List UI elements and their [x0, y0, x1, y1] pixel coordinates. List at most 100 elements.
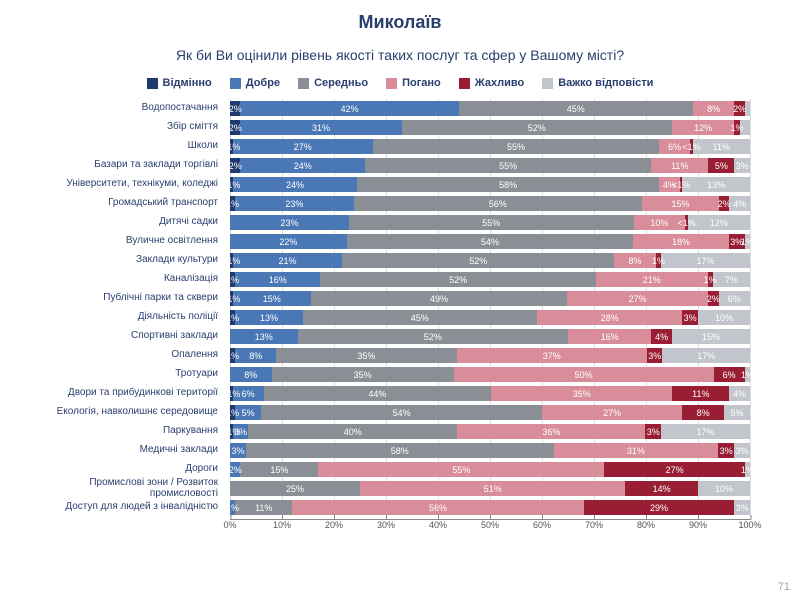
- segment-value: <1%: [222, 256, 240, 266]
- legend-swatch: [542, 78, 553, 89]
- bar-segment: 44%: [264, 386, 492, 401]
- bar-segment: 27%: [567, 291, 708, 306]
- segment-value: 8%: [628, 256, 641, 266]
- bar-segment: 11%: [651, 158, 708, 173]
- bar-segment: 4%: [651, 329, 672, 344]
- bar-segment: 54%: [347, 234, 634, 249]
- segment-value: 17%: [697, 351, 715, 361]
- segment-value: 4%: [733, 199, 746, 209]
- segment-value: 52%: [449, 275, 467, 285]
- segment-value: 10%: [715, 484, 733, 494]
- legend-swatch: [230, 78, 241, 89]
- legend-label: Погано: [402, 77, 441, 89]
- row-label: Двори та прибудинкові території: [20, 388, 224, 399]
- stacked-bar: <1%27%55%6%<1%11%: [230, 139, 750, 154]
- bar-segment: 35%: [491, 386, 672, 401]
- bar-segment: 56%: [354, 196, 642, 211]
- legend: ВідмінноДобреСередньоПоганоЖахливоВажко …: [20, 77, 780, 89]
- stacked-bar: 1%16%52%21%1%7%: [230, 272, 750, 287]
- segment-value: 6%: [728, 294, 741, 304]
- segment-value: 4%: [655, 332, 668, 342]
- bar-segment: 28%: [537, 310, 683, 325]
- segment-value: 3%: [720, 446, 733, 456]
- bar-segment: 51%: [360, 481, 625, 496]
- segment-value: 21%: [643, 275, 661, 285]
- segment-value: <1%: [672, 180, 690, 190]
- bar-segment: 52%: [298, 329, 568, 344]
- chart-area: Водопостачання2%42%45%8%2%Збір сміття2%3…: [230, 99, 750, 541]
- segment-value: 1%: [704, 275, 717, 285]
- segment-value: 1%: [226, 313, 239, 323]
- legend-label: Відмінно: [163, 77, 212, 89]
- bar-segment: 15%: [233, 291, 311, 306]
- stacked-bar: <1%21%52%8%1%17%: [230, 253, 750, 268]
- segment-value: 1%: [226, 351, 239, 361]
- bar-segment: 1%: [745, 367, 750, 382]
- segment-value: 11%: [692, 389, 709, 399]
- segment-value: 40%: [344, 427, 362, 437]
- segment-value: 14%: [653, 484, 671, 494]
- segment-value: <1%: [222, 180, 240, 190]
- legend-item: Середньо: [298, 77, 368, 89]
- bar-segment: 45%: [303, 310, 537, 325]
- chart-subtitle: Як би Ви оцінили рівень якості таких пос…: [20, 47, 780, 63]
- segment-value: 3%: [647, 427, 660, 437]
- segment-value: 15%: [671, 199, 689, 209]
- segment-value: 18%: [672, 237, 690, 247]
- bar-row: Опалення1%8%35%37%3%17%: [230, 346, 750, 365]
- bar-segment: 29%: [584, 500, 735, 515]
- bar-segment: 2%: [719, 196, 729, 211]
- bar-segment: 56%: [292, 500, 583, 515]
- page-number: 71: [778, 581, 790, 593]
- segment-value: 44%: [368, 389, 386, 399]
- bar-segment: 21%: [233, 253, 343, 268]
- bar-row: Двори та прибудинкові території<1%6%44%3…: [230, 384, 750, 403]
- bar-segment: 8%: [230, 367, 272, 382]
- bar-row: Заклади культури<1%21%52%8%1%17%: [230, 251, 750, 270]
- bar-row: Каналізація1%16%52%21%1%7%: [230, 270, 750, 289]
- segment-value: 2%: [718, 199, 731, 209]
- bar-row: Паркування<1%3%40%36%3%17%: [230, 422, 750, 441]
- bar-row: Базари та заклади торгівлі2%24%55%11%5%3…: [230, 156, 750, 175]
- segment-value: 24%: [286, 180, 304, 190]
- stacked-bar: 1%11%56%29%3%: [230, 500, 750, 515]
- stacked-bar: 25%51% 14% 10%: [230, 481, 750, 496]
- segment-value: 35%: [354, 370, 372, 380]
- row-label: Паркування: [20, 426, 224, 437]
- bar-row: Діяльність поліції1%13%45%28%3%10%: [230, 308, 750, 327]
- legend-item: Жахливо: [459, 77, 524, 89]
- row-label: Каналізація: [20, 274, 224, 285]
- stacked-bar: 2%24%55%11%5%3%: [230, 158, 750, 173]
- stacked-bar: 1%8%35%37%3%17%: [230, 348, 750, 363]
- segment-value: 3%: [735, 446, 748, 456]
- segment-value: 50%: [575, 370, 593, 380]
- bar-segment: 15%: [642, 196, 719, 211]
- segment-value: 2%: [707, 294, 720, 304]
- bar-segment: 36%: [457, 424, 645, 439]
- bar-segment: 25%: [230, 481, 360, 496]
- segment-value: 1%: [741, 465, 754, 475]
- bar-segment: 3%: [233, 424, 249, 439]
- bar-segment: 13%: [230, 329, 298, 344]
- chart-title: Миколаїв: [20, 12, 780, 33]
- row-label: Водопостачання: [20, 103, 224, 114]
- segment-value: <1%: [222, 389, 240, 399]
- bar-segment: 2%: [734, 101, 744, 116]
- segment-value: 7%: [725, 275, 738, 285]
- segment-value: 13%: [260, 313, 278, 323]
- segment-value: 8%: [244, 370, 257, 380]
- bar-row: Громадський транспорт1%23%56%15%2%4%: [230, 194, 750, 213]
- bar-segment: 6%: [719, 291, 750, 306]
- segment-value: 27%: [294, 142, 312, 152]
- bar-segment: 3%: [647, 348, 662, 363]
- bar-segment: 15%: [240, 462, 318, 477]
- bar-row: Університети, технікуми, коледжі<1%24%58…: [230, 175, 750, 194]
- legend-swatch: [298, 78, 309, 89]
- bar-segment: 58%: [246, 443, 554, 458]
- bar-row: Медичні заклади3%58%31%3%3%: [230, 441, 750, 460]
- legend-label: Жахливо: [475, 77, 524, 89]
- bar-segment: 23%: [230, 215, 349, 230]
- bar-segment: 52%: [320, 272, 596, 287]
- stacked-bar: <1%15%49%27%2%6%: [230, 291, 750, 306]
- bar-segment: 52%: [402, 120, 672, 135]
